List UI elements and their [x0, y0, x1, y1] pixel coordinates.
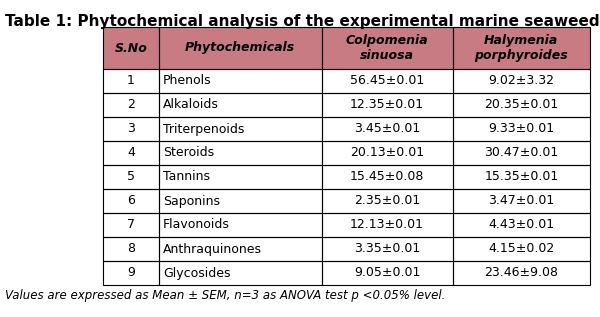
Bar [322, 165, 452, 189]
Bar [452, 189, 590, 213]
Text: Alkaloids: Alkaloids [163, 99, 219, 112]
Bar [103, 141, 159, 165]
Text: Halymenia
porphyroides: Halymenia porphyroides [475, 34, 568, 62]
Text: 15.35±0.01: 15.35±0.01 [484, 171, 559, 184]
Text: 1: 1 [127, 74, 135, 87]
Text: 20.13±0.01: 20.13±0.01 [350, 146, 424, 159]
Text: 4: 4 [127, 146, 135, 159]
Bar [322, 69, 452, 93]
Text: 8: 8 [127, 243, 135, 256]
Bar [452, 69, 590, 93]
Bar [452, 237, 590, 261]
Bar [103, 237, 159, 261]
Bar [103, 189, 159, 213]
Text: 9.02±3.32: 9.02±3.32 [488, 74, 554, 87]
Text: Values are expressed as Mean ± SEM, n=3 as ANOVA test p <0.05% level.: Values are expressed as Mean ± SEM, n=3 … [5, 289, 445, 302]
Bar [452, 27, 590, 69]
Bar [159, 261, 322, 285]
Bar [322, 27, 452, 69]
Text: 9.33±0.01: 9.33±0.01 [488, 122, 554, 135]
Text: 2: 2 [127, 99, 135, 112]
Bar [322, 117, 452, 141]
Bar [322, 237, 452, 261]
Text: Flavonoids: Flavonoids [163, 218, 230, 231]
Text: S.No: S.No [115, 42, 148, 55]
Text: 12.13±0.01: 12.13±0.01 [350, 218, 424, 231]
Bar [103, 213, 159, 237]
Text: Phytochemicals: Phytochemicals [185, 42, 295, 55]
Bar [452, 93, 590, 117]
Text: 9.05±0.01: 9.05±0.01 [354, 267, 420, 280]
Text: 2.35±0.01: 2.35±0.01 [354, 195, 420, 208]
Bar [159, 213, 322, 237]
Bar [103, 261, 159, 285]
Text: 12.35±0.01: 12.35±0.01 [350, 99, 424, 112]
Text: Table 1: Phytochemical analysis of the experimental marine seaweeds.: Table 1: Phytochemical analysis of the e… [5, 14, 600, 29]
Text: 3.45±0.01: 3.45±0.01 [354, 122, 420, 135]
Bar [159, 27, 322, 69]
Bar [452, 213, 590, 237]
Bar [103, 117, 159, 141]
Text: 23.46±9.08: 23.46±9.08 [484, 267, 559, 280]
Bar [159, 165, 322, 189]
Text: Anthraquinones: Anthraquinones [163, 243, 262, 256]
Bar [452, 141, 590, 165]
Bar [103, 69, 159, 93]
Bar [159, 189, 322, 213]
Text: 4.43±0.01: 4.43±0.01 [488, 218, 554, 231]
Text: 6: 6 [127, 195, 135, 208]
Bar [159, 93, 322, 117]
Bar [322, 213, 452, 237]
Bar [103, 93, 159, 117]
Bar [322, 93, 452, 117]
Text: 15.45±0.08: 15.45±0.08 [350, 171, 424, 184]
Bar [452, 165, 590, 189]
Bar [159, 69, 322, 93]
Text: Colpomenia
sinuosa: Colpomenia sinuosa [346, 34, 428, 62]
Bar [322, 261, 452, 285]
Text: 3: 3 [127, 122, 135, 135]
Text: Steroids: Steroids [163, 146, 214, 159]
Text: Glycosides: Glycosides [163, 267, 230, 280]
Text: 56.45±0.01: 56.45±0.01 [350, 74, 424, 87]
Bar [452, 261, 590, 285]
Text: 30.47±0.01: 30.47±0.01 [484, 146, 559, 159]
Text: Phenols: Phenols [163, 74, 212, 87]
Bar [103, 27, 159, 69]
Text: 3.47±0.01: 3.47±0.01 [488, 195, 554, 208]
Bar [103, 27, 590, 69]
Bar [159, 117, 322, 141]
Bar [159, 237, 322, 261]
Bar [103, 165, 159, 189]
Bar [322, 141, 452, 165]
Bar [452, 117, 590, 141]
Text: Triterpenoids: Triterpenoids [163, 122, 245, 135]
Bar [159, 141, 322, 165]
Text: 7: 7 [127, 218, 135, 231]
Text: 3.35±0.01: 3.35±0.01 [354, 243, 420, 256]
Text: Tannins: Tannins [163, 171, 210, 184]
Bar [322, 189, 452, 213]
Text: 20.35±0.01: 20.35±0.01 [484, 99, 559, 112]
Text: Saponins: Saponins [163, 195, 220, 208]
Text: 5: 5 [127, 171, 135, 184]
Text: 9: 9 [127, 267, 135, 280]
Text: 4.15±0.02: 4.15±0.02 [488, 243, 554, 256]
